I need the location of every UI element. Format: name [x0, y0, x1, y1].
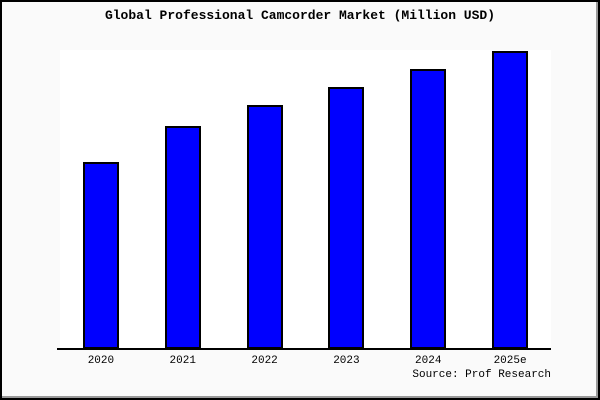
x-tick-label-2020: 2020 — [87, 355, 115, 367]
bar-2024 — [410, 69, 447, 349]
bar-2020 — [82, 162, 119, 349]
x-tick-label-2023: 2023 — [333, 355, 360, 367]
bar-2022 — [246, 105, 283, 349]
source-note: Source: Prof Research — [412, 369, 551, 381]
bar-2021 — [164, 126, 201, 349]
x-tick-label-2022: 2022 — [251, 355, 278, 367]
x-axis-line — [57, 348, 551, 350]
chart-title: Global Professional Camcorder Market (Mi… — [104, 8, 496, 23]
bar-2023 — [328, 87, 365, 349]
bar-2025e — [492, 51, 529, 349]
x-tick-label-2025e: 2025e — [493, 355, 527, 367]
x-tick-label-2024: 2024 — [415, 355, 442, 367]
x-tick-label-2021: 2021 — [169, 355, 196, 367]
plot-area — [60, 50, 551, 349]
